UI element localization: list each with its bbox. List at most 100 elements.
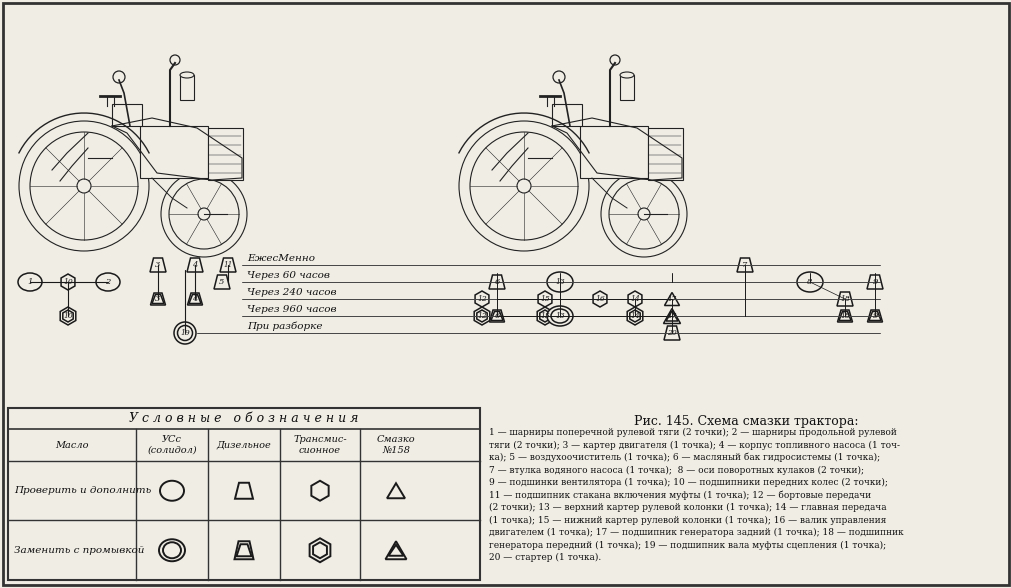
Text: 4: 4 bbox=[192, 261, 197, 269]
Text: 9: 9 bbox=[871, 312, 877, 320]
Text: 14: 14 bbox=[630, 295, 639, 303]
Text: 7: 7 bbox=[742, 261, 747, 269]
Text: 1: 1 bbox=[27, 278, 32, 286]
Ellipse shape bbox=[18, 273, 42, 291]
Polygon shape bbox=[388, 544, 403, 556]
Bar bbox=[551, 104, 581, 126]
Bar bbox=[208, 128, 243, 180]
Text: Через 960 часов: Через 960 часов bbox=[247, 305, 337, 314]
Circle shape bbox=[198, 208, 210, 220]
Polygon shape bbox=[866, 275, 883, 289]
Text: ка); 5 — воздухоочиститель (1 точка); 6 — масляный бак гидросистемы (1 точка);: ка); 5 — воздухоочиститель (1 точка); 6 … bbox=[488, 453, 880, 463]
Ellipse shape bbox=[163, 542, 181, 558]
Text: 19: 19 bbox=[180, 329, 190, 337]
Circle shape bbox=[177, 326, 192, 340]
Polygon shape bbox=[213, 275, 229, 289]
Circle shape bbox=[610, 55, 620, 65]
Polygon shape bbox=[665, 311, 677, 321]
Polygon shape bbox=[627, 307, 642, 325]
Text: У с л о в н ы е   о б о з н а ч е н и я: У с л о в н ы е о б о з н а ч е н и я bbox=[129, 412, 358, 425]
Circle shape bbox=[552, 71, 564, 83]
Text: 17: 17 bbox=[666, 295, 676, 303]
Polygon shape bbox=[539, 310, 550, 322]
Text: двигателем (1 точка); 17 — подшипник генератора задний (1 точка); 18 — подшипник: двигателем (1 точка); 17 — подшипник ген… bbox=[488, 528, 903, 537]
Bar bbox=[140, 126, 208, 178]
Text: 20: 20 bbox=[666, 329, 676, 337]
Circle shape bbox=[161, 171, 247, 257]
Polygon shape bbox=[538, 291, 551, 307]
Polygon shape bbox=[488, 275, 504, 289]
Text: ЕжесМенно: ЕжесМенно bbox=[247, 254, 314, 263]
Circle shape bbox=[609, 179, 678, 249]
Polygon shape bbox=[664, 292, 678, 306]
Circle shape bbox=[601, 171, 686, 257]
Polygon shape bbox=[386, 483, 404, 498]
Polygon shape bbox=[838, 312, 850, 320]
Circle shape bbox=[637, 208, 649, 220]
Polygon shape bbox=[237, 544, 252, 556]
Text: 6: 6 bbox=[493, 278, 499, 286]
Text: Проверить и дополнить: Проверить и дополнить bbox=[14, 486, 151, 495]
Polygon shape bbox=[866, 310, 882, 322]
Polygon shape bbox=[235, 483, 253, 499]
Text: Смазко
№158: Смазко №158 bbox=[376, 435, 415, 455]
Polygon shape bbox=[836, 292, 852, 306]
Bar bbox=[8, 408, 479, 580]
Bar bbox=[579, 126, 647, 178]
Text: 15: 15 bbox=[540, 295, 549, 303]
Text: Масло: Масло bbox=[56, 440, 89, 449]
Circle shape bbox=[30, 132, 137, 240]
Polygon shape bbox=[629, 310, 640, 322]
Text: Через 240 часов: Через 240 часов bbox=[247, 288, 337, 297]
Ellipse shape bbox=[547, 306, 572, 326]
Polygon shape bbox=[868, 312, 881, 320]
Polygon shape bbox=[592, 291, 607, 307]
Polygon shape bbox=[476, 310, 486, 322]
Polygon shape bbox=[312, 542, 327, 558]
Text: Через 60 часов: Через 60 часов bbox=[247, 271, 330, 280]
Text: 11: 11 bbox=[223, 261, 233, 269]
Text: 10: 10 bbox=[63, 278, 73, 286]
Bar bbox=[620, 75, 633, 100]
Circle shape bbox=[77, 179, 91, 193]
Polygon shape bbox=[151, 293, 166, 305]
Text: 15: 15 bbox=[540, 312, 549, 320]
Text: 16: 16 bbox=[594, 295, 605, 303]
Bar bbox=[180, 75, 194, 100]
Polygon shape bbox=[474, 307, 489, 325]
Polygon shape bbox=[489, 310, 504, 322]
Ellipse shape bbox=[620, 72, 633, 78]
Ellipse shape bbox=[547, 272, 572, 292]
Circle shape bbox=[174, 322, 196, 344]
Text: 10: 10 bbox=[63, 312, 73, 320]
Polygon shape bbox=[537, 307, 552, 325]
Text: 14: 14 bbox=[630, 312, 639, 320]
Ellipse shape bbox=[180, 72, 194, 78]
Circle shape bbox=[517, 179, 531, 193]
Polygon shape bbox=[61, 274, 75, 290]
Ellipse shape bbox=[159, 539, 185, 562]
Text: (1 точка); 15 — нижний картер рулевой колонки (1 точка); 16 — валик управления: (1 точка); 15 — нижний картер рулевой ко… bbox=[488, 516, 886, 524]
Ellipse shape bbox=[550, 309, 568, 323]
Text: 20 — стартер (1 точка).: 20 — стартер (1 точка). bbox=[488, 553, 601, 562]
Text: 18: 18 bbox=[839, 295, 849, 303]
Polygon shape bbox=[235, 541, 253, 559]
Polygon shape bbox=[60, 307, 76, 325]
Text: При разборке: При разборке bbox=[247, 322, 323, 331]
Text: 9: 9 bbox=[871, 278, 877, 286]
Text: (2 точки); 13 — верхний картер рулевой колонки (1 точка); 14 — главная передача: (2 точки); 13 — верхний картер рулевой к… bbox=[488, 503, 886, 512]
Text: 2: 2 bbox=[105, 278, 110, 286]
Text: 13: 13 bbox=[555, 278, 564, 286]
Text: 7 — втулка водяного насоса (1 точка);  8 — оси поворотных кулаков (2 точки);: 7 — втулка водяного насоса (1 точка); 8 … bbox=[488, 466, 863, 475]
Ellipse shape bbox=[797, 272, 822, 292]
Text: 17: 17 bbox=[666, 312, 676, 320]
Circle shape bbox=[170, 55, 180, 65]
Polygon shape bbox=[63, 310, 73, 322]
Text: 6: 6 bbox=[493, 312, 499, 320]
Text: Дизельное: Дизельное bbox=[216, 440, 271, 449]
Text: Трансмис-
сионное: Трансмис- сионное bbox=[293, 435, 347, 455]
Text: 11 — подшипник стакана включения муфты (1 точка); 12 — бортовые передачи: 11 — подшипник стакана включения муфты (… bbox=[488, 490, 870, 500]
Text: 12: 12 bbox=[476, 312, 486, 320]
Text: тяги (2 точки); 3 — картер двигателя (1 точка); 4 — корпус топливного насоса (1 : тяги (2 точки); 3 — картер двигателя (1 … bbox=[488, 440, 899, 450]
Ellipse shape bbox=[96, 273, 120, 291]
